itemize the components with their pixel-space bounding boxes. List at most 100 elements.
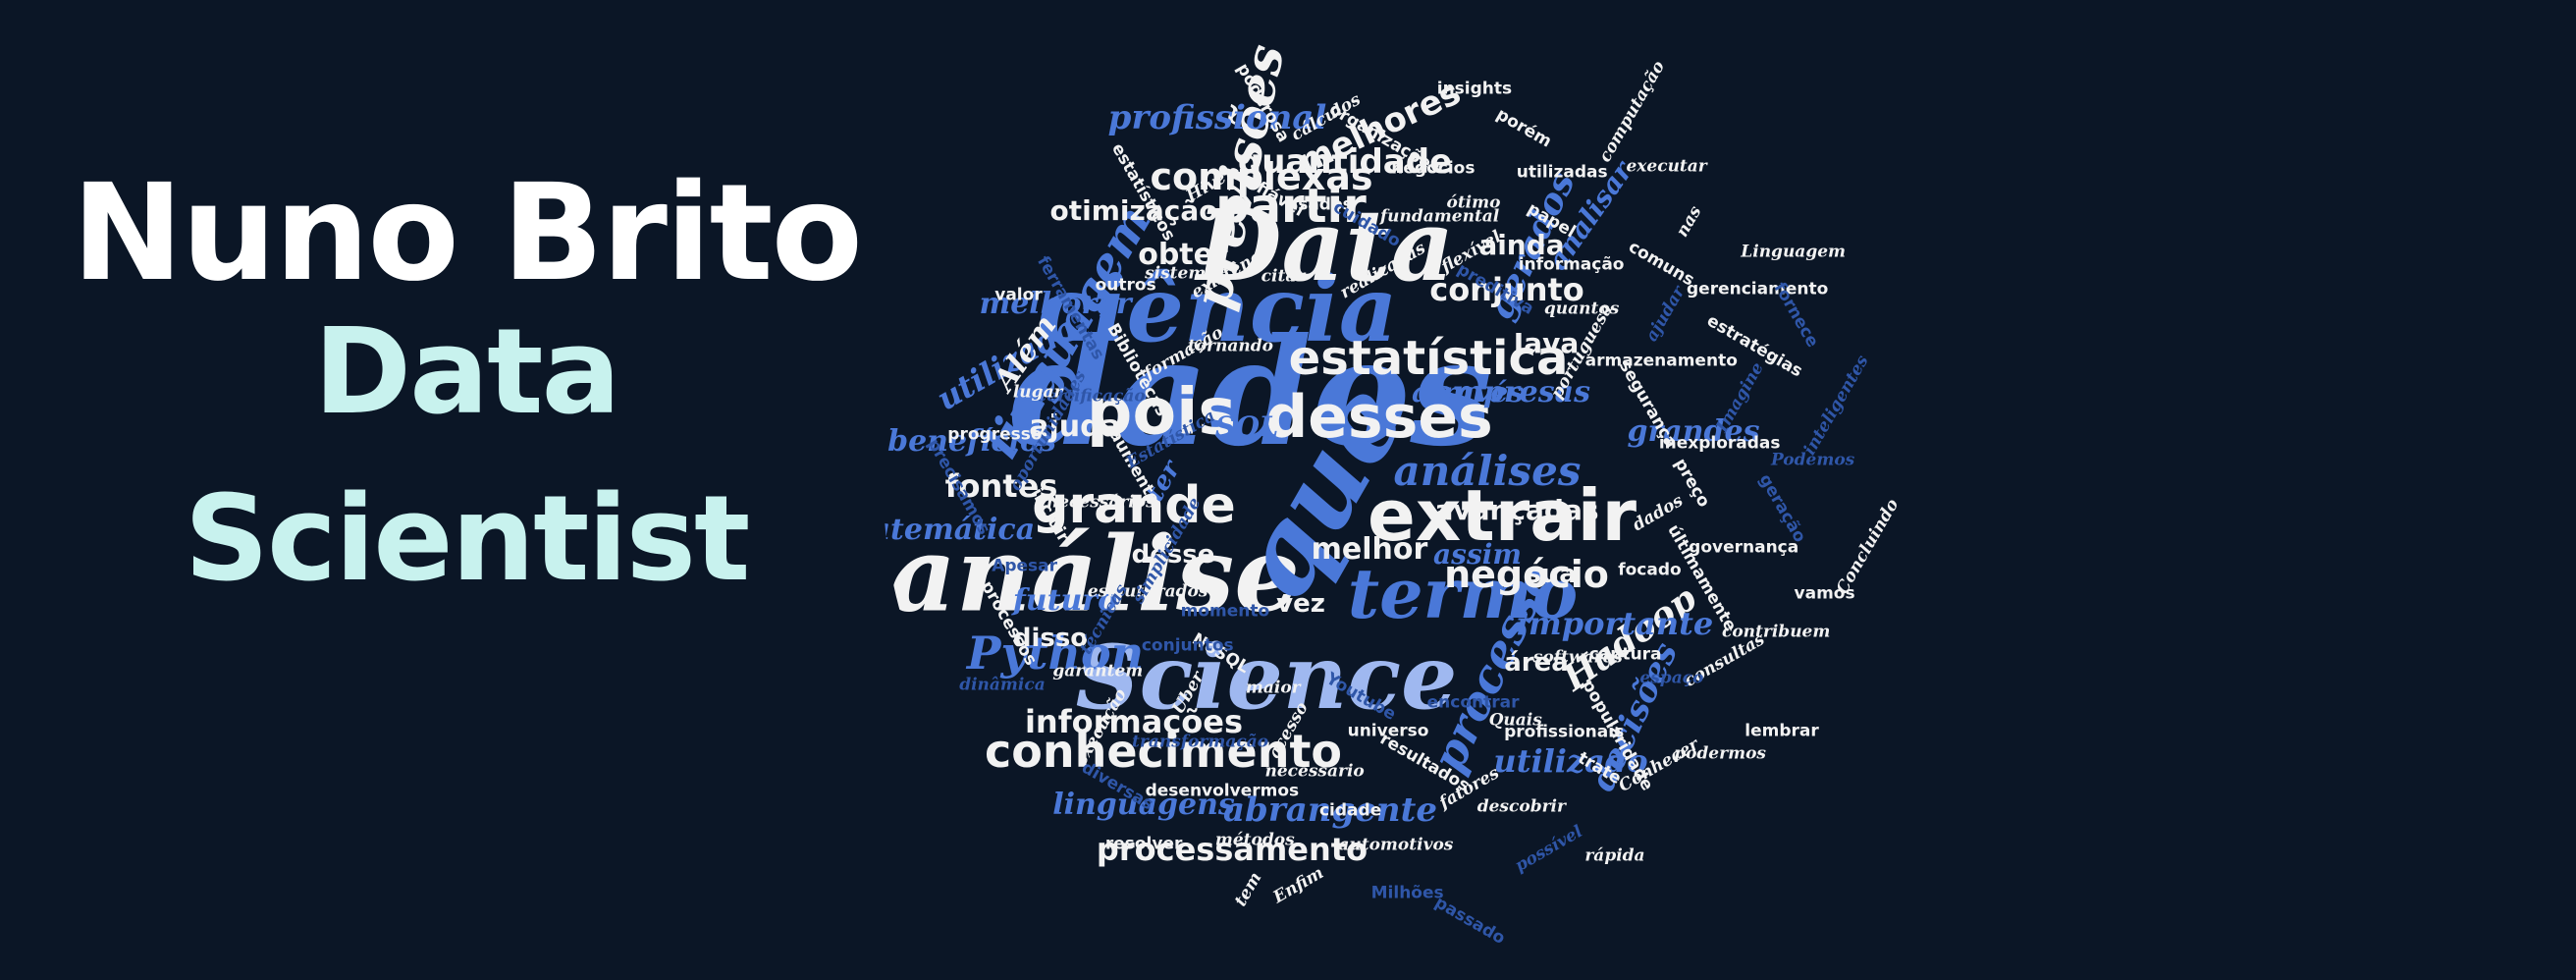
word-cloud-word: automotivos bbox=[1338, 835, 1454, 855]
word-cloud-word: conjunto bbox=[1429, 271, 1584, 308]
word-cloud-word: através bbox=[1412, 376, 1524, 408]
word-cloud-word: podermos bbox=[1674, 743, 1766, 764]
word-cloud-word: fontes bbox=[944, 467, 1058, 505]
person-name: Nuno Brito bbox=[71, 156, 863, 311]
word-cloud-word: termo bbox=[1347, 553, 1579, 634]
word-cloud-word: possível bbox=[1512, 821, 1587, 877]
word-cloud-word: utilizado bbox=[1493, 742, 1648, 780]
word-cloud-word: melhor bbox=[1311, 532, 1428, 567]
word-cloud-word: desse bbox=[1131, 540, 1215, 570]
word-cloud-word: vamos bbox=[1794, 583, 1855, 604]
word-cloud-word: área bbox=[1504, 648, 1569, 678]
word-cloud-word: gerenciamento bbox=[1687, 279, 1829, 299]
word-cloud-word: análises bbox=[1393, 447, 1582, 495]
word-cloud-word: transformação bbox=[1132, 732, 1269, 752]
word-cloud-word: certificação bbox=[1036, 386, 1146, 407]
word-cloud-word: Java bbox=[1513, 327, 1580, 359]
word-cloud-word: informações bbox=[1024, 703, 1244, 740]
word-cloud-word: processamento bbox=[1096, 831, 1368, 868]
word-cloud-word: avançadas bbox=[1434, 494, 1599, 526]
word-cloud-word: computação bbox=[1594, 57, 1670, 166]
role-title-line-1: Data bbox=[313, 304, 621, 441]
word-cloud-word: tem bbox=[1230, 868, 1266, 910]
word-cloud-word: universo bbox=[1347, 721, 1429, 741]
word-cloud-word: futuro bbox=[1012, 583, 1118, 618]
word-cloud-word: extrair bbox=[1368, 474, 1637, 557]
word-cloud-word: conhecimento bbox=[984, 725, 1343, 778]
word-cloud-word: cidade bbox=[1318, 800, 1382, 821]
word-cloud-word: necessários bbox=[1046, 492, 1155, 513]
word-cloud-word: garantem bbox=[1052, 661, 1144, 681]
word-cloud-word: utilizadas bbox=[1516, 162, 1608, 183]
word-cloud-word: informação bbox=[1518, 254, 1625, 275]
word-cloud-word: descobrir bbox=[1476, 796, 1566, 817]
word-cloud-word: complexas bbox=[1150, 155, 1373, 198]
word-cloud-word: resolver bbox=[1104, 834, 1183, 854]
word-cloud-word: inteligentes bbox=[1799, 352, 1873, 459]
word-cloud-word: matemática bbox=[884, 513, 1036, 547]
word-cloud-word: ainda bbox=[1478, 229, 1565, 261]
word-cloud-word: tornando bbox=[1187, 336, 1273, 356]
word-cloud-word: Science bbox=[1075, 626, 1458, 730]
word-cloud-word: linguagens bbox=[1052, 788, 1235, 822]
word-cloud-word: ajudar bbox=[1641, 283, 1690, 346]
word-cloud-word: benefícios bbox=[887, 424, 1056, 459]
word-cloud-word: otimização bbox=[1049, 194, 1218, 227]
word-cloud-word: fundamental bbox=[1379, 206, 1500, 227]
word-cloud-word: Quais bbox=[1488, 710, 1542, 731]
word-cloud-word: rápida bbox=[1584, 845, 1645, 866]
word-cloud-word: Milhões bbox=[1370, 883, 1444, 903]
word-cloud-word: desenvolvermos bbox=[1145, 781, 1300, 801]
word-cloud-word: Podemos bbox=[1770, 450, 1855, 470]
word-cloud-word: conjuntos bbox=[1141, 635, 1234, 656]
word-cloud-word: nas bbox=[1672, 202, 1706, 242]
role-title-line-2: Scientist bbox=[184, 471, 751, 608]
word-cloud-word: geração bbox=[1754, 470, 1809, 546]
word-cloud-word: análise bbox=[888, 513, 1301, 635]
word-cloud-word: outros bbox=[1095, 275, 1156, 296]
word-cloud-word: negócio bbox=[1444, 553, 1609, 596]
word-cloud-word: estatística bbox=[1288, 331, 1569, 386]
word-cloud-word: ajuda bbox=[1029, 409, 1121, 444]
word-cloud-word: captura bbox=[1588, 644, 1662, 665]
word-cloud-word: softwares bbox=[1532, 647, 1623, 668]
word-cloud-word: assim bbox=[1433, 538, 1522, 571]
word-cloud-word: executar bbox=[1626, 156, 1707, 177]
word-cloud-word: lugar bbox=[1012, 382, 1063, 403]
word-cloud-word: governança bbox=[1689, 537, 1799, 558]
word-cloud-word: Data bbox=[1196, 188, 1455, 303]
word-cloud-word: profissionais bbox=[1504, 722, 1625, 742]
word-cloud-word: importante bbox=[1516, 605, 1714, 642]
word-cloud-word: Enfim bbox=[1269, 862, 1327, 907]
word-cloud-word: Linguagem bbox=[1741, 242, 1847, 262]
word-cloud-word: pois bbox=[1086, 375, 1237, 450]
word-cloud-word: lembrar bbox=[1744, 721, 1819, 741]
word-cloud-word: porém bbox=[1492, 104, 1555, 152]
word-cloud-word: citar bbox=[1261, 266, 1306, 287]
word-cloud-word: armazenamento bbox=[1584, 351, 1738, 371]
word-cloud-word: comuns bbox=[1625, 237, 1698, 291]
word-cloud-word: Apesar bbox=[992, 556, 1058, 576]
word-cloud-word: SQL bbox=[1214, 410, 1279, 443]
word-cloud-word: vez bbox=[1276, 589, 1325, 619]
word-cloud-word: sua bbox=[1526, 560, 1577, 589]
word-cloud-word: insights bbox=[1436, 79, 1513, 99]
word-cloud-word: momento bbox=[1180, 601, 1270, 622]
word-cloud-word: focado bbox=[1618, 560, 1682, 580]
word-cloud-word: sistema bbox=[1145, 263, 1217, 284]
word-cloud-word: necessário bbox=[1264, 761, 1365, 782]
word-cloud-word: valor bbox=[994, 285, 1043, 305]
word-cloud-word: empresas bbox=[1433, 375, 1590, 409]
word-cloud-word: grande bbox=[1032, 476, 1236, 535]
word-cloud-word: métodos bbox=[1214, 830, 1295, 850]
word-cloud-word: quantidade bbox=[1237, 142, 1453, 182]
word-cloud-word: negócios bbox=[1391, 158, 1476, 179]
word-cloud-word: progresso bbox=[947, 424, 1043, 445]
word-cloud-word: usados bbox=[1286, 194, 1353, 215]
word-cloud-word: melhorar bbox=[979, 287, 1132, 321]
word-cloud-word: inexploradas bbox=[1658, 433, 1781, 454]
word-cloud-word: obter bbox=[1138, 238, 1228, 272]
word-cloud-word: Concluindo bbox=[1832, 496, 1904, 598]
word-cloud-word: abrangente bbox=[1223, 790, 1437, 830]
word-cloud-word: ciência bbox=[1037, 256, 1398, 362]
